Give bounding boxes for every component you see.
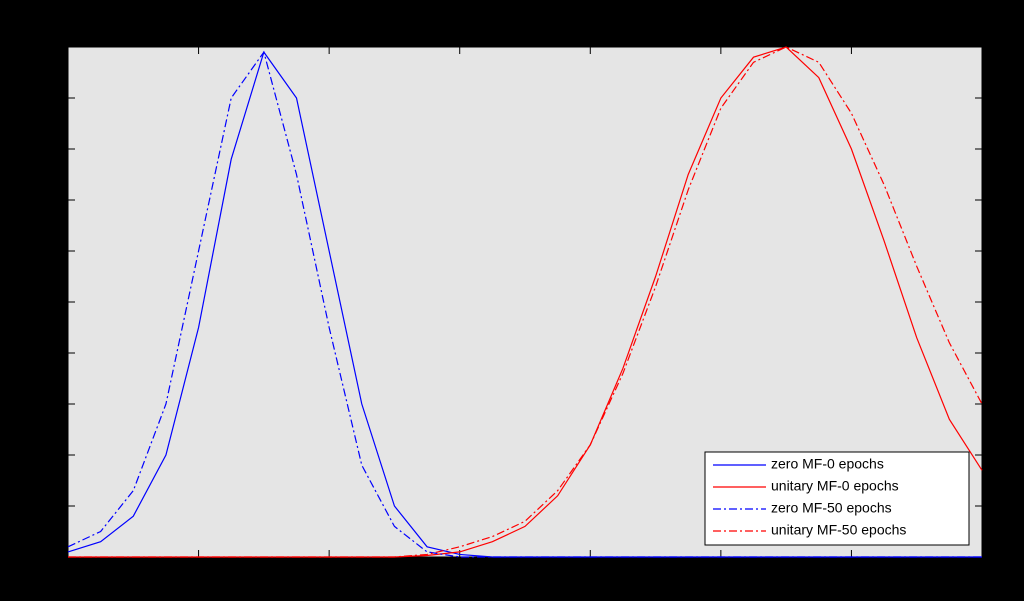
y-tick-label: 0.6 [41, 242, 61, 258]
x-tick-label: 6 [848, 564, 856, 580]
series-line [67, 50, 982, 558]
x-tick-label: 3 [456, 564, 464, 580]
y-tick-label: 1 [52, 38, 60, 54]
y-tick-label: 0.7 [41, 191, 61, 207]
x-tick-label: 5 [717, 564, 725, 580]
legend-label: zero MF-50 epochs [771, 500, 892, 516]
legend-label: unitary MF-50 epochs [771, 522, 906, 538]
legend-label: zero MF-0 epochs [771, 456, 884, 472]
legend-label: unitary MF-0 epochs [771, 478, 899, 494]
x-tick-label: 2 [325, 564, 333, 580]
y-tick-label: 0.4 [41, 344, 61, 360]
y-tick-label: 0.9 [41, 89, 61, 105]
x-tick-label: 0 [64, 564, 72, 580]
y-tick-label: 0 [52, 548, 60, 564]
legend-box [704, 451, 970, 546]
y-tick-label: 0.2 [41, 446, 61, 462]
y-tick-label: 0.3 [41, 395, 61, 411]
legend: zero MF-0 epochs unitary MF-0 epochs zero … [704, 451, 970, 546]
y-tick-label: 0.5 [41, 293, 61, 309]
x-tick-label: 4 [586, 564, 594, 580]
series-line [68, 46, 983, 558]
y-tick-label: 0.8 [41, 140, 61, 156]
y-tick-label: 0.1 [41, 497, 61, 513]
series-line [68, 46, 983, 558]
x-tick-label: 1 [195, 564, 203, 580]
x-tick-label: 7 [978, 564, 986, 580]
